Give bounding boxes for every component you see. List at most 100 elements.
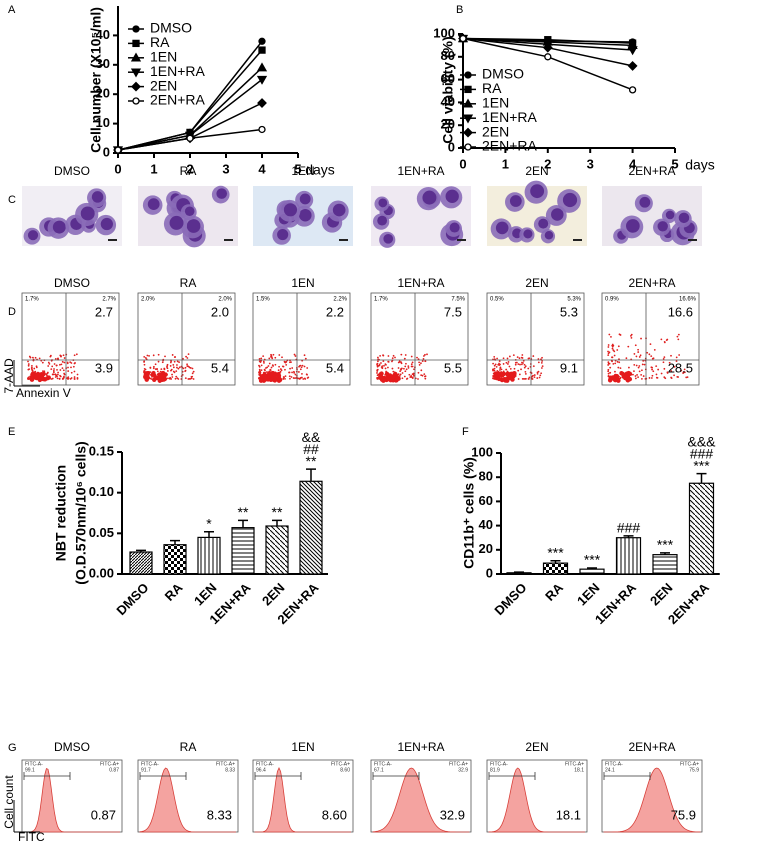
event-dot — [258, 360, 261, 363]
gate-value: 75.9 — [671, 807, 696, 822]
event-dot — [50, 368, 53, 370]
nucleus — [530, 184, 545, 199]
gate-value: 0.87 — [91, 807, 116, 822]
event-dot — [635, 355, 638, 358]
event-dot — [420, 362, 422, 365]
y-tick-label: 0 — [103, 144, 110, 159]
event-dot — [423, 373, 426, 376]
axis-label: FITC — [18, 830, 45, 844]
event-dot — [266, 371, 268, 373]
event-dot — [31, 369, 34, 372]
event-dot — [260, 369, 263, 372]
event-dot — [262, 360, 265, 363]
event-dot — [639, 354, 642, 357]
nucleus — [100, 217, 113, 231]
quadrant-percent: 2.0% — [218, 297, 232, 303]
event-dot — [663, 367, 666, 370]
event-dot — [191, 367, 194, 370]
event-dot — [56, 375, 58, 378]
gate — [254, 772, 302, 780]
event-dot — [614, 370, 616, 373]
event-dot — [540, 372, 543, 375]
event-dot — [47, 365, 50, 367]
x-tick-label: 3 — [587, 156, 594, 171]
event-dot — [607, 368, 610, 371]
event-dot — [27, 363, 30, 365]
event-dot — [144, 374, 149, 379]
event-dot — [391, 360, 393, 363]
x-tick-label: 0 — [114, 161, 121, 176]
event-dot — [376, 363, 378, 366]
nucleus — [523, 229, 533, 239]
event-dot — [57, 373, 59, 376]
marker — [258, 37, 266, 45]
panel-letter: E — [8, 426, 15, 438]
event-dot — [49, 354, 52, 357]
event-dot — [616, 360, 619, 363]
event-dot — [149, 367, 152, 369]
bar — [197, 536, 221, 575]
event-dot — [41, 371, 46, 377]
event-dot — [536, 377, 539, 379]
event-dot — [663, 356, 666, 359]
event-dot — [386, 376, 391, 381]
event-dot — [187, 353, 190, 355]
event-dot — [391, 357, 394, 360]
quadrant-value: 5.3 — [560, 304, 578, 319]
event-dot — [611, 360, 613, 363]
histogram — [372, 767, 469, 833]
event-dot — [617, 345, 620, 348]
event-dot — [175, 375, 178, 378]
event-dot — [532, 374, 534, 377]
quadrant-value: 5.4 — [211, 360, 229, 375]
event-dot — [38, 357, 41, 360]
event-dot — [392, 354, 395, 357]
x-tick-label: 1EN+RA — [592, 580, 640, 628]
event-dot — [675, 356, 678, 359]
event-dot — [376, 374, 379, 377]
event-dot — [27, 376, 30, 379]
bar — [163, 544, 187, 575]
gate-percent: 24.1 — [605, 767, 615, 773]
event-dot — [70, 371, 73, 374]
event-dot — [629, 334, 632, 337]
event-dot — [63, 357, 66, 359]
gate-percent: 81.9 — [490, 767, 500, 773]
event-dot — [152, 367, 155, 370]
event-dot — [397, 367, 400, 369]
gate-label: FITC-A+ — [449, 761, 468, 767]
nucleus — [445, 189, 459, 203]
event-dot — [152, 354, 155, 357]
x-axis-label: days — [305, 162, 335, 178]
event-dot — [264, 369, 266, 372]
quadrant-value: 5.4 — [326, 360, 344, 375]
event-dot — [270, 366, 273, 369]
event-dot — [394, 375, 400, 380]
bar — [506, 572, 532, 575]
panel-letter: B — [456, 4, 463, 16]
event-dot — [508, 365, 511, 368]
event-dot — [73, 378, 76, 380]
marker — [542, 42, 553, 53]
event-dot — [73, 370, 76, 373]
event-dot — [289, 367, 291, 370]
event-dot — [520, 356, 523, 359]
event-dot — [670, 354, 672, 357]
event-dot — [533, 376, 536, 379]
event-dot — [660, 372, 663, 375]
event-dot — [297, 371, 300, 373]
event-dot — [189, 367, 192, 369]
quadrant-percent: 2.0% — [141, 297, 155, 303]
nucleus — [562, 192, 578, 208]
x-tick-label: DMSO — [491, 580, 529, 618]
event-dot — [175, 370, 178, 373]
event-dot — [504, 377, 509, 382]
y-tick-label: 0 — [486, 565, 493, 580]
x-tick-label: DMSO — [113, 580, 151, 618]
event-dot — [282, 376, 285, 378]
event-dot — [260, 357, 263, 360]
event-dot — [505, 361, 508, 364]
gate-label: FITC-A- — [374, 761, 392, 767]
event-dot — [381, 365, 384, 368]
event-dot — [650, 355, 653, 358]
